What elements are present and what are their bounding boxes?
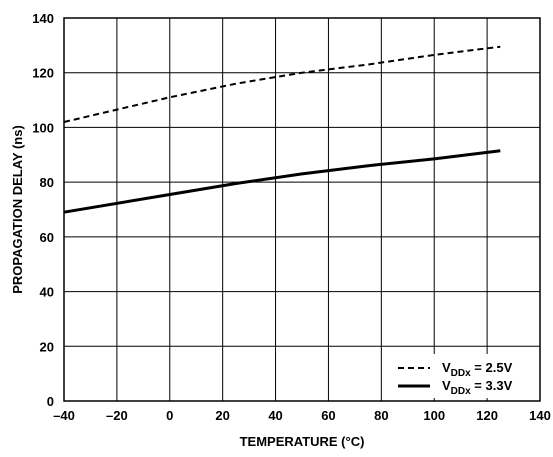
legend-label-1: VDDx = 2.5V	[442, 360, 513, 379]
y-tick-label: 40	[40, 285, 54, 300]
x-axis-title: TEMPERATURE (°C)	[240, 434, 365, 449]
y-tick-label: 100	[32, 120, 54, 135]
x-tick-label: 60	[321, 408, 335, 423]
x-tick-label: 120	[476, 408, 498, 423]
x-tick-label: 0	[166, 408, 173, 423]
x-tick-label: 100	[423, 408, 445, 423]
x-tick-label: –20	[106, 408, 128, 423]
x-tick-label: –40	[53, 408, 75, 423]
grid-lines	[63, 17, 541, 402]
y-tick-label: 80	[40, 175, 54, 190]
series-line-2	[63, 149, 501, 214]
y-tick-label: 60	[40, 230, 54, 245]
legend-label-2: VDDx = 3.3V	[442, 378, 513, 397]
tick-labels: –40 –20 0 20 40 60 80 100 120 140 0 20 40 60 80 100 120 1…	[32, 11, 551, 423]
y-tick-label: 0	[47, 394, 54, 409]
series-line-1	[63, 45, 501, 123]
x-tick-label: 80	[374, 408, 388, 423]
y-tick-label: 20	[40, 339, 54, 354]
y-tick-label: 120	[32, 66, 54, 81]
series-layer	[63, 45, 501, 214]
y-tick-label: 140	[32, 11, 54, 26]
x-tick-label: 40	[268, 408, 282, 423]
y-axis-title: PROPAGATION DELAY (ns)	[10, 125, 25, 294]
x-tick-label: 20	[215, 408, 229, 423]
plot-frame	[63, 17, 541, 402]
legend-background	[394, 354, 538, 398]
x-tick-label: 140	[529, 408, 551, 423]
